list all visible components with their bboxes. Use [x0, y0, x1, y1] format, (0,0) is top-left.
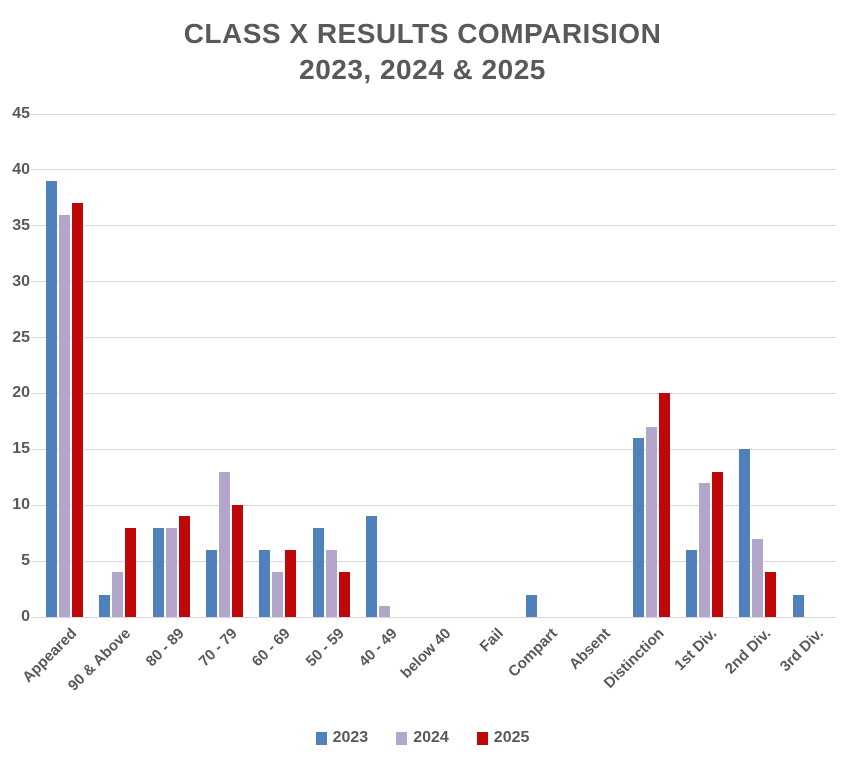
bar-group	[518, 114, 571, 617]
legend-marker-2024	[396, 731, 408, 745]
legend-label: 2025	[493, 729, 530, 746]
gridline	[31, 113, 836, 115]
x-category-label: 40 - 49	[355, 625, 401, 671]
legend-marker-2025	[476, 731, 488, 745]
legend-item-2025: 2025	[476, 729, 530, 747]
gridline	[31, 225, 836, 227]
bar-group	[625, 114, 678, 617]
x-category-label: Absent	[566, 625, 615, 673]
x-category-label: Fail	[477, 625, 508, 656]
bar-group	[358, 114, 411, 617]
bar	[699, 482, 711, 617]
legend-item-2024: 2024	[396, 729, 449, 747]
bar	[366, 516, 378, 617]
bar	[686, 549, 698, 617]
plot-area	[31, 113, 838, 618]
bar	[752, 538, 764, 617]
bar	[765, 572, 777, 617]
x-category-label: 2nd Div.	[721, 625, 775, 678]
y-tick-label: 30	[12, 272, 30, 290]
bar-group	[38, 114, 91, 617]
bar	[658, 393, 670, 617]
bar	[338, 572, 350, 617]
legend-item-2023: 2023	[315, 729, 369, 747]
chart-title-line1: CLASS X RESULTS COMPARISION	[183, 18, 662, 49]
bar-groups	[38, 114, 838, 617]
x-category-label: Compart	[505, 625, 561, 681]
bar-group	[411, 114, 464, 617]
y-tick-label: 0	[21, 608, 30, 625]
gridline	[31, 169, 836, 171]
bar-group	[145, 114, 198, 617]
bar	[739, 449, 751, 617]
x-category-label: 50 - 59	[302, 625, 348, 671]
bar-group	[731, 114, 784, 617]
bar	[325, 549, 337, 617]
legend-label: 2024	[413, 729, 449, 746]
bar	[232, 505, 244, 617]
bar	[125, 527, 137, 617]
bar	[259, 549, 271, 617]
bar	[112, 572, 124, 617]
bar-group	[198, 114, 251, 617]
y-tick-label: 45	[12, 105, 30, 122]
chart-title: CLASS X RESULTS COMPARISION 2023, 2024 &…	[0, 16, 845, 88]
bar	[72, 203, 84, 617]
bar	[178, 516, 190, 617]
bar	[272, 572, 284, 617]
bar	[46, 181, 58, 617]
x-category-label: 3rd Div.	[777, 625, 828, 676]
legend-label: 2023	[332, 729, 369, 746]
bar	[59, 214, 71, 617]
bar	[152, 527, 164, 617]
y-tick-label: 10	[12, 496, 30, 514]
bar	[312, 527, 324, 617]
bar-group	[305, 114, 358, 617]
y-tick-label: 40	[12, 160, 30, 178]
x-category-label: 60 - 69	[248, 625, 295, 671]
bar	[645, 426, 657, 617]
y-tick-label: 20	[12, 384, 30, 402]
y-tick-label: 35	[12, 216, 30, 234]
gridline	[31, 392, 836, 394]
y-tick-label: 25	[12, 328, 30, 346]
bar-group	[785, 114, 838, 617]
bar-group	[91, 114, 144, 617]
bar-group	[251, 114, 304, 617]
bar	[379, 605, 391, 617]
bar-group	[571, 114, 624, 617]
legend-marker-2023	[315, 731, 327, 745]
bar	[632, 438, 644, 617]
y-tick-label: 15	[12, 440, 30, 458]
bar	[99, 594, 111, 617]
x-axis: Appeared 90 & Above 80 - 89 70 - 79 60 - 69 5…	[20, 625, 838, 715]
bar	[712, 471, 724, 617]
gridline	[31, 504, 836, 506]
x-category-label: 80 - 89	[142, 625, 188, 671]
gridline	[31, 337, 836, 339]
y-tick-label: 5	[21, 552, 30, 570]
bar	[526, 594, 538, 617]
gridline	[31, 448, 836, 450]
x-category-label: below 40	[397, 625, 455, 682]
legend: 2023 2024 2025	[0, 729, 845, 747]
x-category-label: 70 - 79	[195, 625, 241, 671]
bar	[206, 549, 218, 617]
gridline	[31, 281, 836, 283]
bar-group	[465, 114, 518, 617]
bar	[165, 527, 177, 617]
x-category-label: 1st Div.	[671, 625, 721, 674]
bar-group	[678, 114, 731, 617]
chart-title-line2: 2023, 2024 & 2025	[299, 54, 546, 85]
gridline	[31, 616, 836, 618]
bar	[285, 549, 297, 617]
gridline	[31, 560, 836, 562]
bar	[792, 594, 804, 617]
bar	[219, 471, 231, 617]
